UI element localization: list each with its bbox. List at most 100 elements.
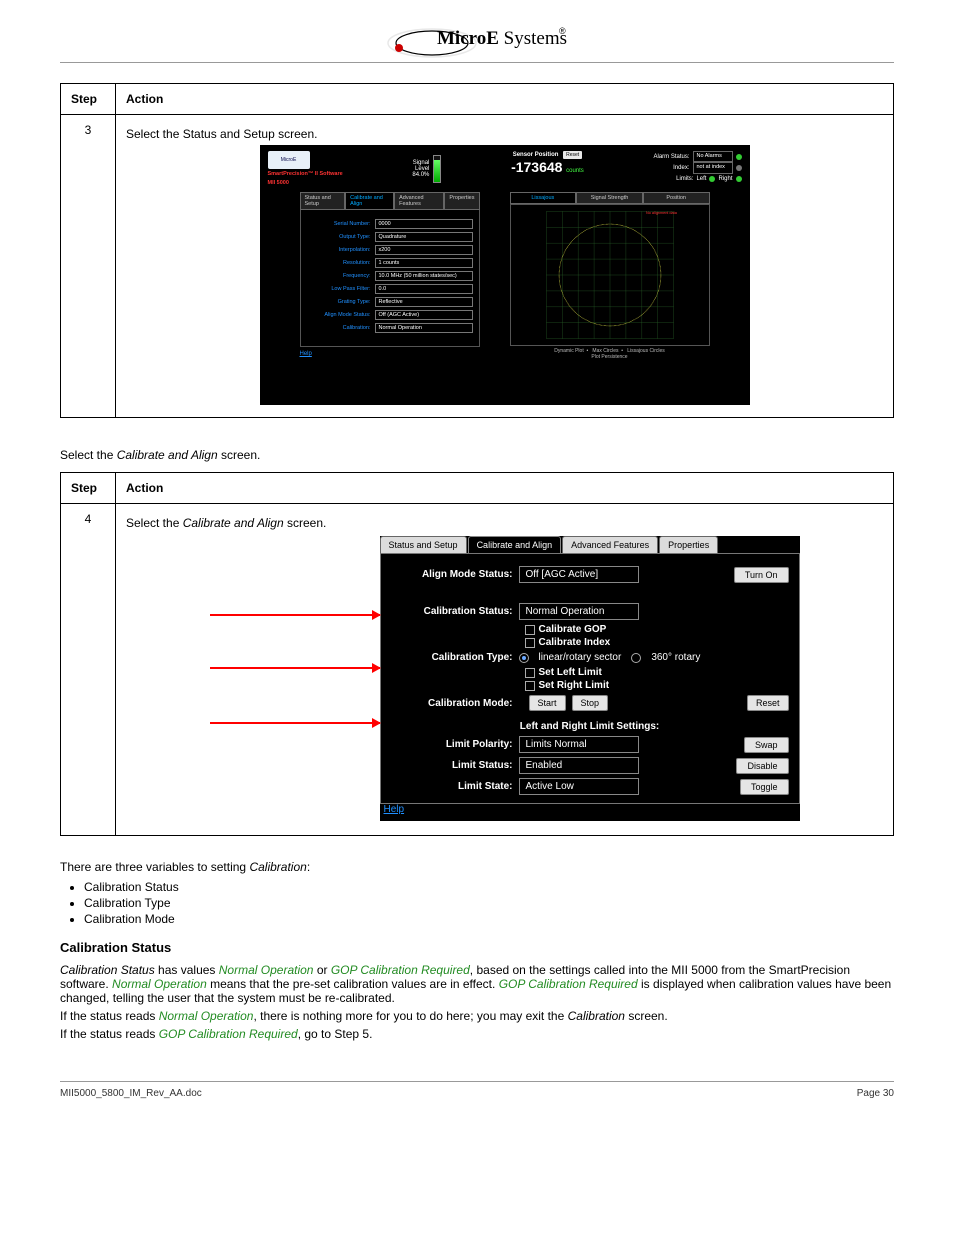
alarm-label: Alarm Status:	[653, 152, 689, 162]
rotary-radio[interactable]	[631, 653, 641, 663]
desc-p1: There are three variables to setting Cal…	[60, 860, 894, 874]
tab-status-and-setup[interactable]: Status and Setup	[380, 536, 467, 553]
form-value: 0.0	[375, 284, 473, 294]
form-value: Off (AGC Active)	[375, 310, 473, 320]
header-rule	[60, 62, 894, 63]
limits-right: Right	[718, 174, 732, 184]
sensor-pos-label: Sensor Position	[513, 152, 559, 158]
tab-properties[interactable]: Properties	[659, 536, 718, 553]
desc-p3: If the status reads Normal Operation, th…	[60, 1009, 894, 1023]
align-label: Align Mode Status:	[391, 569, 519, 580]
alarm-led-icon	[736, 154, 742, 160]
cal-mode-label: Calibration Mode:	[391, 698, 519, 709]
stop-button[interactable]: Stop	[572, 695, 609, 711]
callout-arrow-icon	[210, 667, 380, 669]
lissajous-plot: No alignment data	[510, 204, 710, 346]
form-value: 1 counts	[375, 258, 473, 268]
status-setup-screenshot: MicroE SmartPrecision™ II Software MII 5…	[260, 145, 750, 405]
index-label: Index:	[673, 163, 689, 173]
sensor-pos-unit: counts	[566, 168, 584, 174]
turn-on-button[interactable]: Turn On	[734, 567, 789, 583]
tab-advanced-features[interactable]: Advanced Features	[394, 192, 444, 210]
form-row: Output Type:Quadrature	[307, 232, 473, 242]
form-row: Align Mode Status: Off (AGC Active)	[307, 310, 473, 320]
plot-tab-lissajous[interactable]: Lissajous	[510, 192, 577, 204]
rb-linear: linear/rotary sector	[539, 652, 622, 663]
form-label: Grating Type:	[307, 299, 371, 305]
tab-calibrate-and-align[interactable]: Calibrate and Align	[468, 536, 562, 553]
calibrate-index-checkbox[interactable]	[525, 638, 535, 648]
intro-line: Select the Calibrate and Align screen.	[60, 448, 894, 462]
footer-rule	[60, 1081, 894, 1082]
product-name-1: SmartPrecision™ II Software	[268, 171, 343, 178]
signal-meter-fill	[434, 160, 440, 182]
left-tabbar: Status and SetupCalibrate and AlignAdvan…	[300, 192, 480, 210]
logo-ellipse-icon: MicroE Systems ®	[387, 20, 567, 58]
help-link[interactable]: Help	[380, 804, 800, 815]
logo-bold: MicroE	[437, 28, 499, 49]
form-label: Interpolation:	[307, 247, 371, 253]
tab-properties[interactable]: Properties	[444, 192, 479, 210]
sensor-pos-reset-button[interactable]: Reset	[563, 151, 582, 159]
cal-status-label: Calibration Status:	[391, 606, 519, 617]
tab-calibrate-and-align[interactable]: Calibrate and Align	[345, 192, 394, 210]
signal-label-1: Signal	[412, 160, 429, 166]
logo-registered: ®	[559, 26, 566, 36]
reset-button[interactable]: Reset	[747, 695, 789, 711]
lissajous-svg: No alignment data	[511, 205, 709, 345]
tab-status-and-setup[interactable]: Status and Setup	[300, 192, 346, 210]
list-item: Calibration Status	[84, 880, 894, 894]
cb-right-label: Set Right Limit	[539, 680, 610, 691]
th-action: Action	[116, 473, 894, 504]
plot-tabbar: LissajousSignal StrengthPosition	[510, 192, 710, 204]
form-value: Normal Operation	[375, 323, 473, 333]
calibrate-gop-checkbox[interactable]	[525, 625, 535, 635]
plot-controls: Dynamic Plot • Max Circles • Lissajous C…	[510, 348, 710, 360]
signal-value: 84.0%	[412, 172, 429, 178]
disable-button[interactable]: Disable	[736, 758, 788, 774]
form-row: Interpolation:x200	[307, 245, 473, 255]
plot-tab-position[interactable]: Position	[643, 192, 710, 204]
form-label: Output Type:	[307, 234, 371, 240]
page-footer: MII5000_5800_IM_Rev_AA.doc Page 30	[60, 1088, 894, 1099]
form-row: Serial Number:0000	[307, 219, 473, 229]
cal-status-heading: Calibration Status	[60, 940, 894, 955]
step3-instruction: Select the Status and Setup screen.	[126, 127, 883, 141]
form-value: 10.0 MHz (50 million states/sec)	[375, 271, 473, 281]
th-action: Action	[116, 84, 894, 115]
form-label: Align Mode Status:	[307, 312, 371, 318]
linear-radio[interactable]	[519, 653, 529, 663]
desc-p2: Calibration Status has values Normal Ope…	[60, 963, 894, 1005]
th-step: Step	[61, 84, 116, 115]
limit-status-value: Enabled	[519, 757, 639, 774]
app-logo-icon: MicroE	[268, 151, 310, 169]
setup-form: Serial Number:0000 Output Type:Quadrature…	[300, 210, 480, 347]
index-led-icon	[736, 165, 742, 171]
limits-left: Left	[696, 174, 706, 184]
swap-button[interactable]: Swap	[744, 737, 789, 753]
step-table-4: Step Action 4 Select the Calibrate and A…	[60, 472, 894, 836]
plot-ctrl-3[interactable]: Lissajous Circles	[627, 348, 665, 354]
set-left-limit-checkbox[interactable]	[525, 668, 535, 678]
list-item: Calibration Mode	[84, 912, 894, 926]
plot-overlay-text: No alignment data	[645, 211, 677, 215]
plot-tab-signal-strength[interactable]: Signal Strength	[576, 192, 643, 204]
start-button[interactable]: Start	[529, 695, 566, 711]
tab-advanced-features[interactable]: Advanced Features	[562, 536, 658, 553]
form-row: Resolution:1 counts	[307, 258, 473, 268]
form-row: Grating Type:Reflective	[307, 297, 473, 307]
plot-ctrl-1[interactable]: Dynamic Plot	[554, 348, 583, 354]
alarm-value: No Alarms	[693, 151, 733, 162]
right-led-icon	[736, 176, 742, 182]
calibration-bullet-list: Calibration StatusCalibration TypeCalibr…	[84, 880, 894, 926]
limit-status-label: Limit Status:	[391, 760, 519, 771]
cb-left-label: Set Left Limit	[539, 667, 602, 678]
form-row: Low Pass Filter:0.0	[307, 284, 473, 294]
logo-light: Systems	[499, 28, 567, 49]
form-row: Calibration:Normal Operation	[307, 323, 473, 333]
callout-arrow-icon	[210, 722, 380, 724]
step4-instruction: Select the Calibrate and Align screen.	[126, 516, 883, 530]
toggle-button[interactable]: Toggle	[740, 779, 789, 795]
set-right-limit-checkbox[interactable]	[525, 681, 535, 691]
help-link[interactable]: Help	[300, 351, 480, 357]
